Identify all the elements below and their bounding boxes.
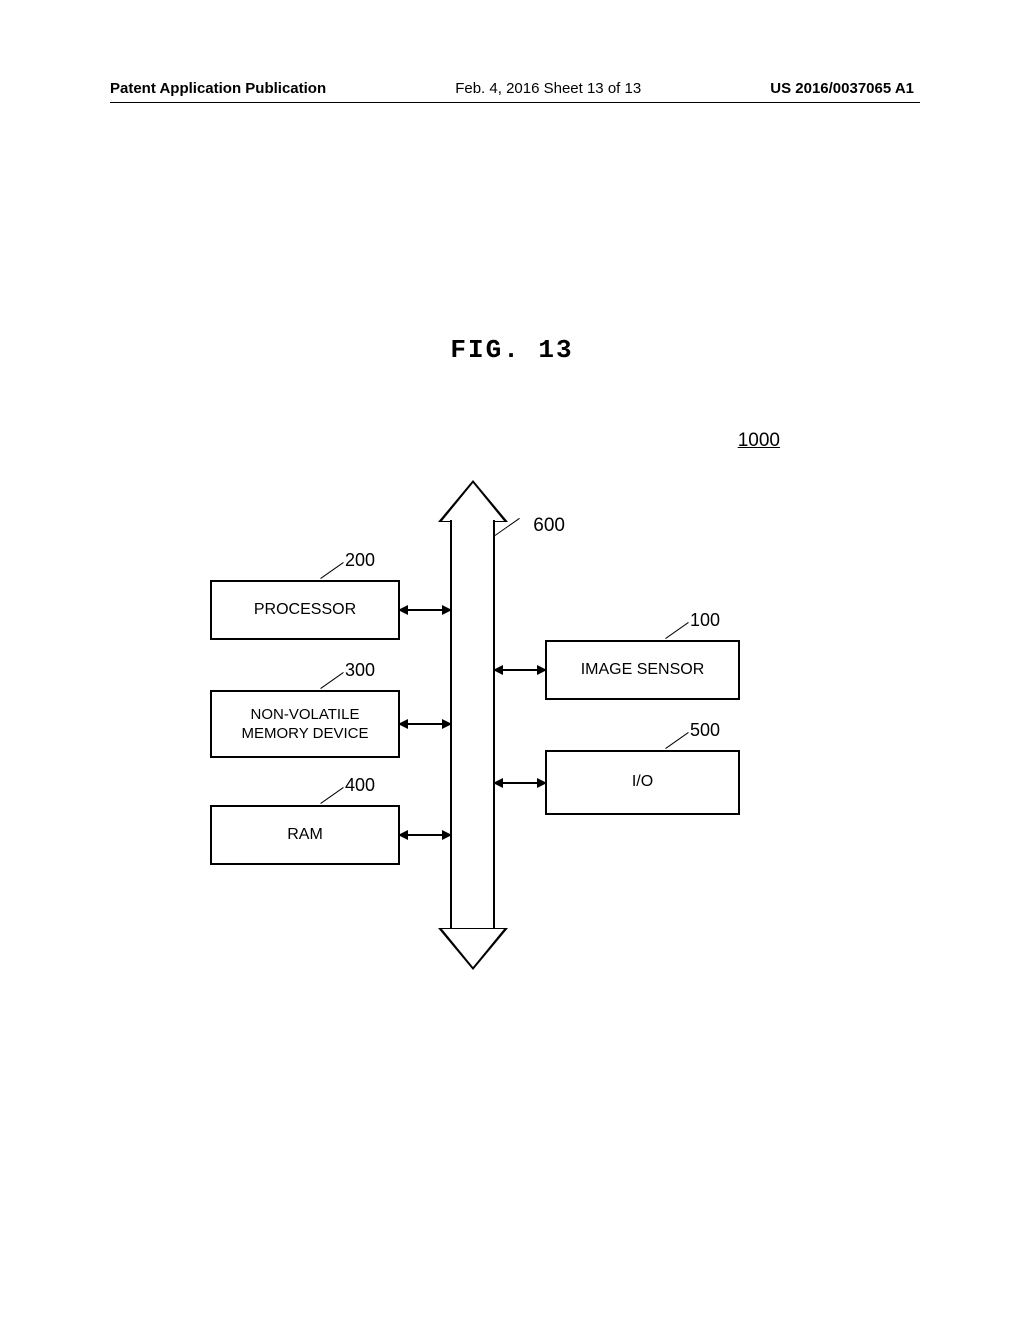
nvmem-reference-number: 300: [345, 660, 375, 681]
io-bus-connector: [495, 782, 545, 784]
ram-label-leader: [320, 787, 344, 804]
ram-block: RAM: [210, 805, 400, 865]
processor-block: PROCESSOR: [210, 580, 400, 640]
nvmem-block: NON-VOLATILE MEMORY DEVICE: [210, 690, 400, 758]
bus-reference-number: 600: [533, 515, 565, 537]
io-block: I/O: [545, 750, 740, 815]
header-date-sheet: Feb. 4, 2016 Sheet 13 of 13: [455, 80, 641, 97]
header-publication: Patent Application Publication: [110, 80, 326, 97]
processor-label: PROCESSOR: [254, 600, 356, 621]
nvmem-label-leader: [320, 672, 344, 689]
processor-reference-number: 200: [345, 550, 375, 571]
image-sensor-label-leader: [665, 622, 689, 639]
ram-label: RAM: [287, 825, 323, 846]
system-reference-number: 1000: [738, 430, 780, 452]
ram-bus-connector: [400, 834, 450, 836]
header-patent-number: US 2016/0037065 A1: [770, 80, 914, 97]
processor-bus-connector: [400, 609, 450, 611]
io-label-leader: [665, 732, 689, 749]
system-diagram: 1000 600 PROCESSOR 200 NON-VOLATILE MEMO…: [200, 430, 820, 1010]
bus-arrow: 600: [450, 480, 495, 970]
ram-reference-number: 400: [345, 775, 375, 796]
header-divider: [110, 102, 920, 103]
image-sensor-reference-number: 100: [690, 610, 720, 631]
processor-label-leader: [320, 562, 344, 579]
io-label: I/O: [632, 772, 653, 793]
figure-title: FIG. 13: [450, 335, 573, 365]
nvmem-label: NON-VOLATILE MEMORY DEVICE: [242, 705, 369, 744]
io-reference-number: 500: [690, 720, 720, 741]
image-sensor-label: IMAGE SENSOR: [581, 660, 705, 681]
nvmem-bus-connector: [400, 723, 450, 725]
image-sensor-block: IMAGE SENSOR: [545, 640, 740, 700]
image-sensor-bus-connector: [495, 669, 545, 671]
